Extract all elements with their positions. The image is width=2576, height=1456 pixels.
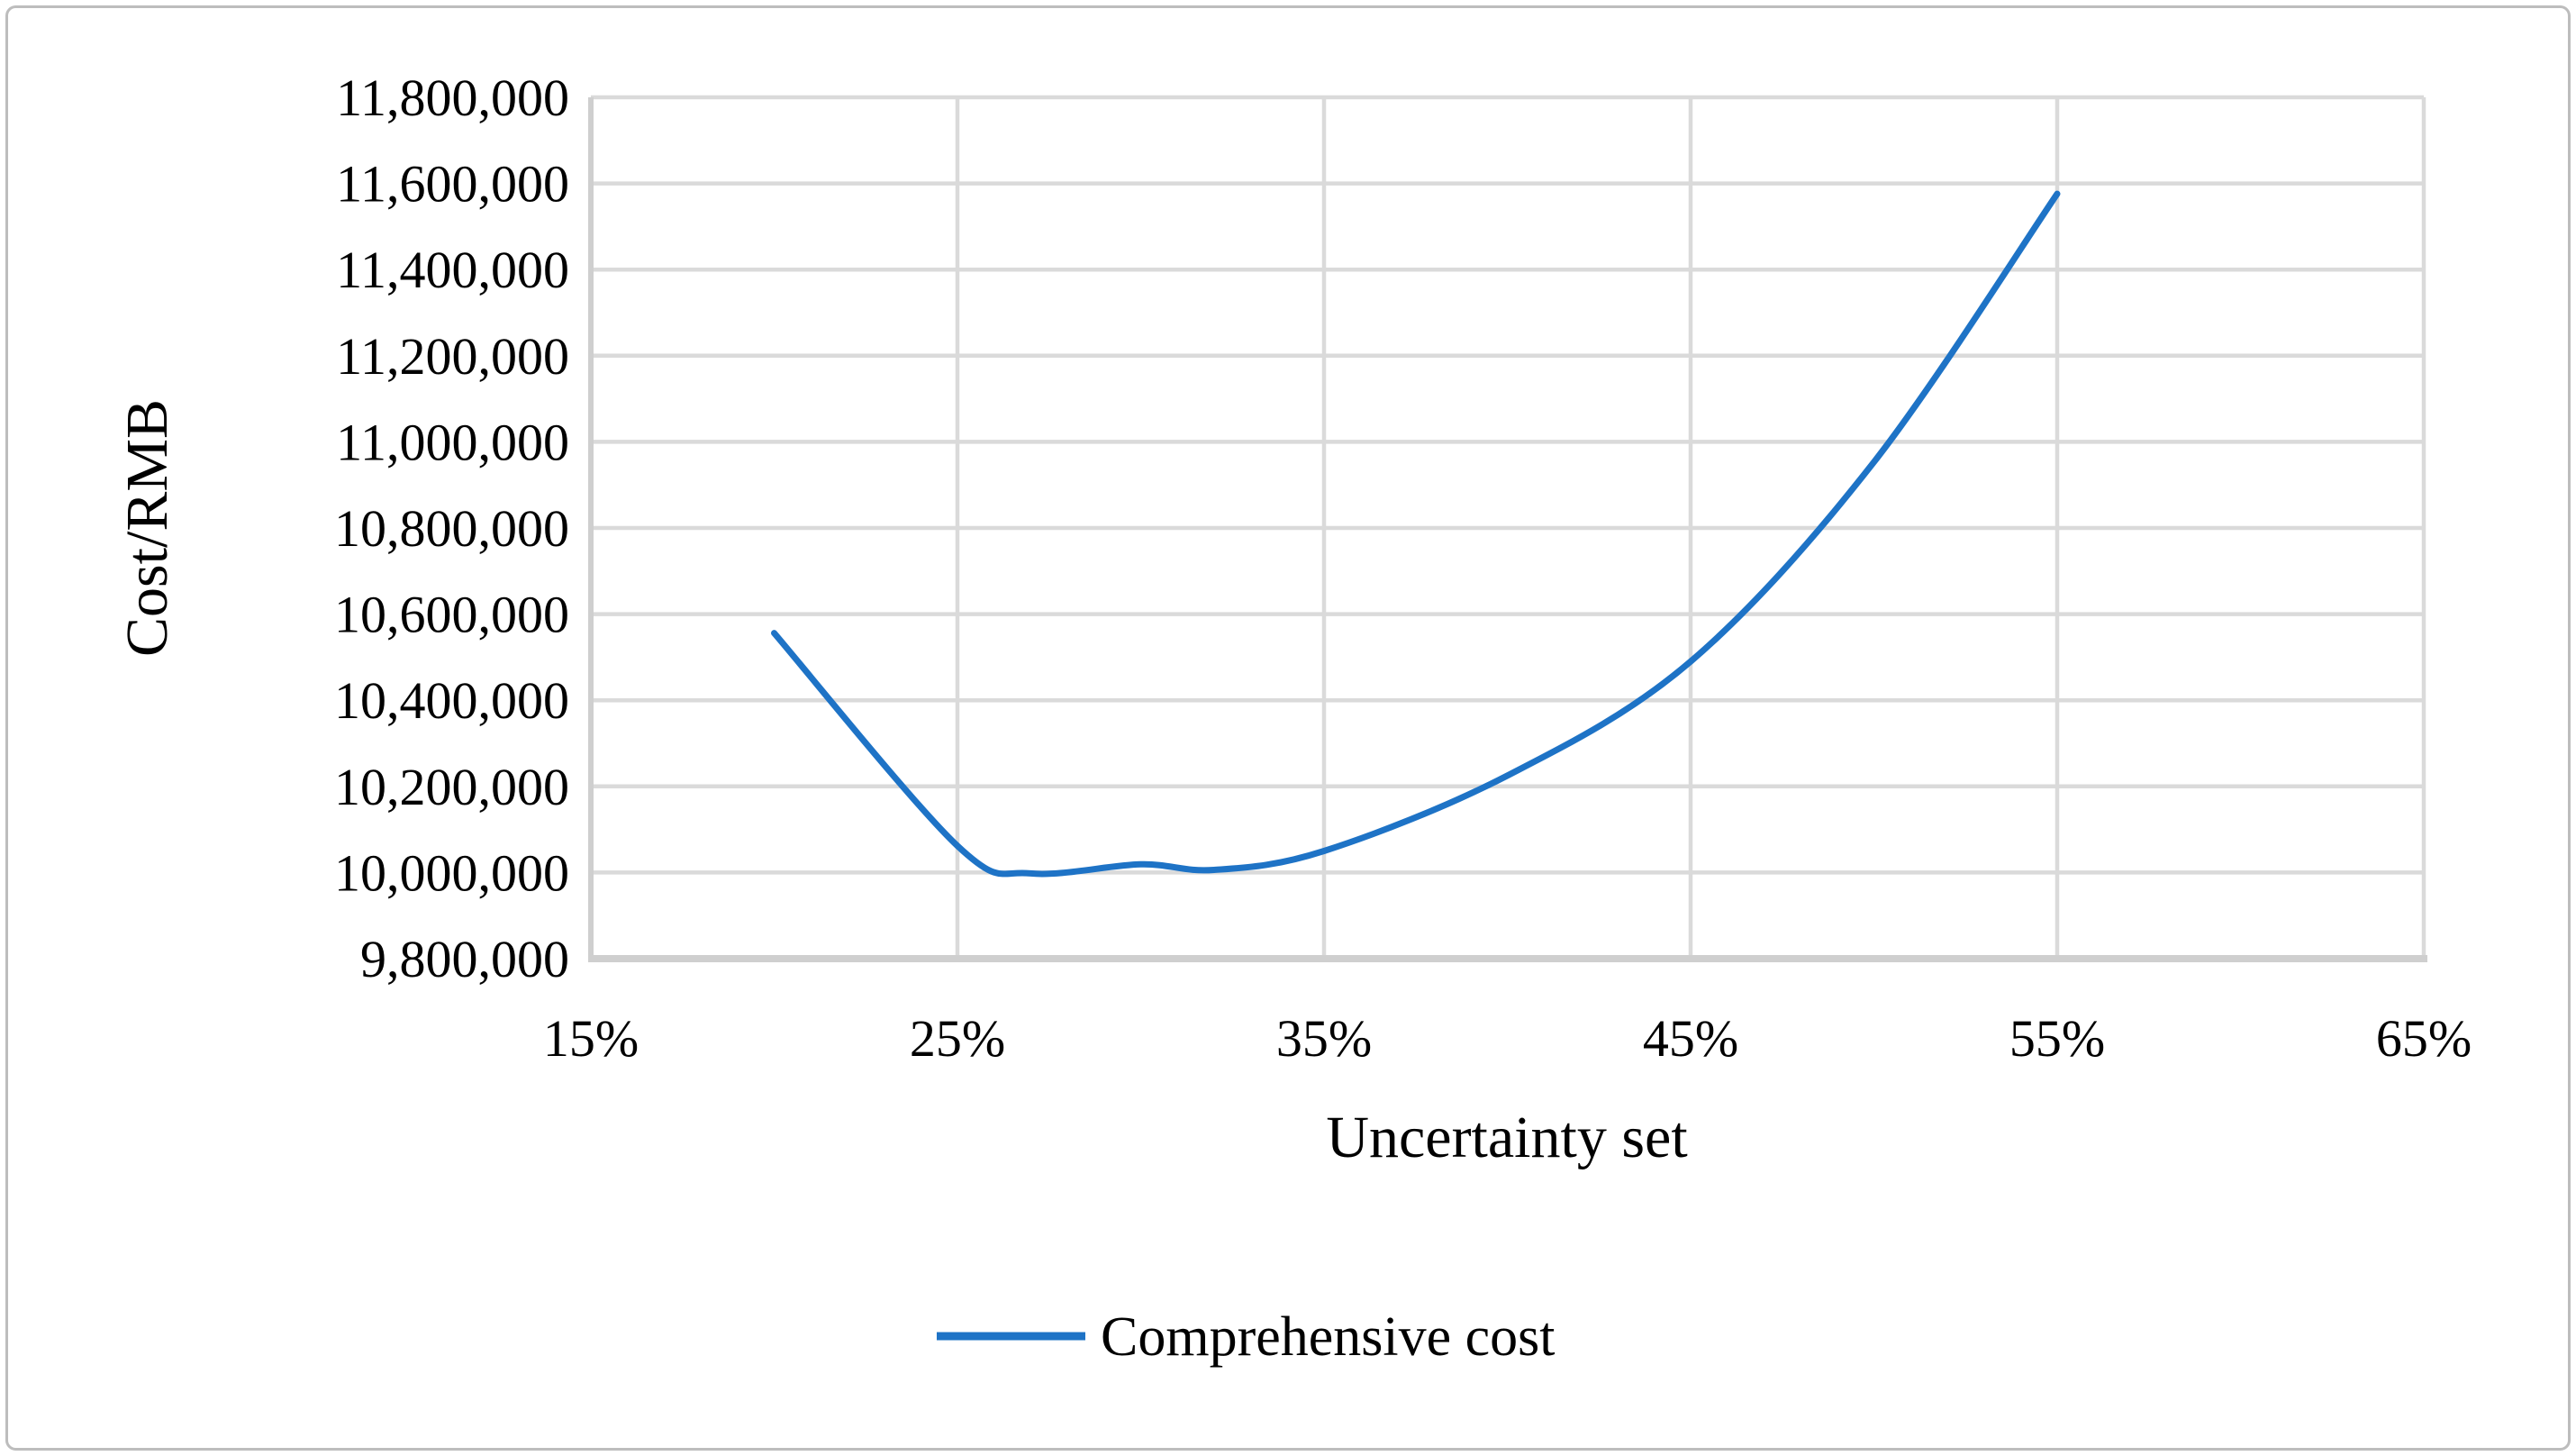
x-tick-label: 15% [543, 1009, 639, 1068]
y-axis-title: Cost/RMB [114, 399, 180, 657]
vertical-gridlines [955, 97, 2426, 959]
x-tick-label: 25% [910, 1009, 1005, 1068]
y-tick-label: 10,200,000 [334, 758, 569, 816]
legend: Comprehensive cost [937, 1306, 1556, 1368]
legend-label: Comprehensive cost [1101, 1306, 1556, 1368]
y-tick-label: 11,800,000 [336, 68, 569, 127]
x-tick-label: 55% [2009, 1009, 2105, 1068]
y-tick-label: 9,800,000 [360, 930, 569, 988]
y-tick-label: 11,200,000 [336, 327, 569, 386]
y-tick-label: 11,400,000 [336, 241, 569, 299]
y-tick-label: 11,600,000 [336, 155, 569, 214]
y-tick-labels: 9,800,000 10,000,000 10,200,000 10,400,000 1… [334, 68, 569, 988]
y-tick-label: 10,000,000 [334, 843, 569, 902]
figure-border [5, 5, 2571, 1451]
x-tick-label: 45% [1643, 1009, 1738, 1068]
series-line-comprehensive-cost [771, 190, 2061, 878]
x-tick-label: 35% [1276, 1009, 1372, 1068]
x-tick-labels: 15% 25% 35% 45% 55% 65% [543, 1009, 2472, 1068]
y-tick-label: 10,600,000 [334, 586, 569, 644]
y-tick-label: 10,800,000 [334, 499, 569, 558]
horizontal-gridlines [591, 95, 2424, 875]
x-axis-title: Uncertainty set [1326, 1105, 1687, 1170]
x-tick-label: 65% [2376, 1009, 2472, 1068]
y-tick-label: 10,400,000 [334, 671, 569, 730]
y-tick-label: 11,000,000 [336, 413, 569, 471]
